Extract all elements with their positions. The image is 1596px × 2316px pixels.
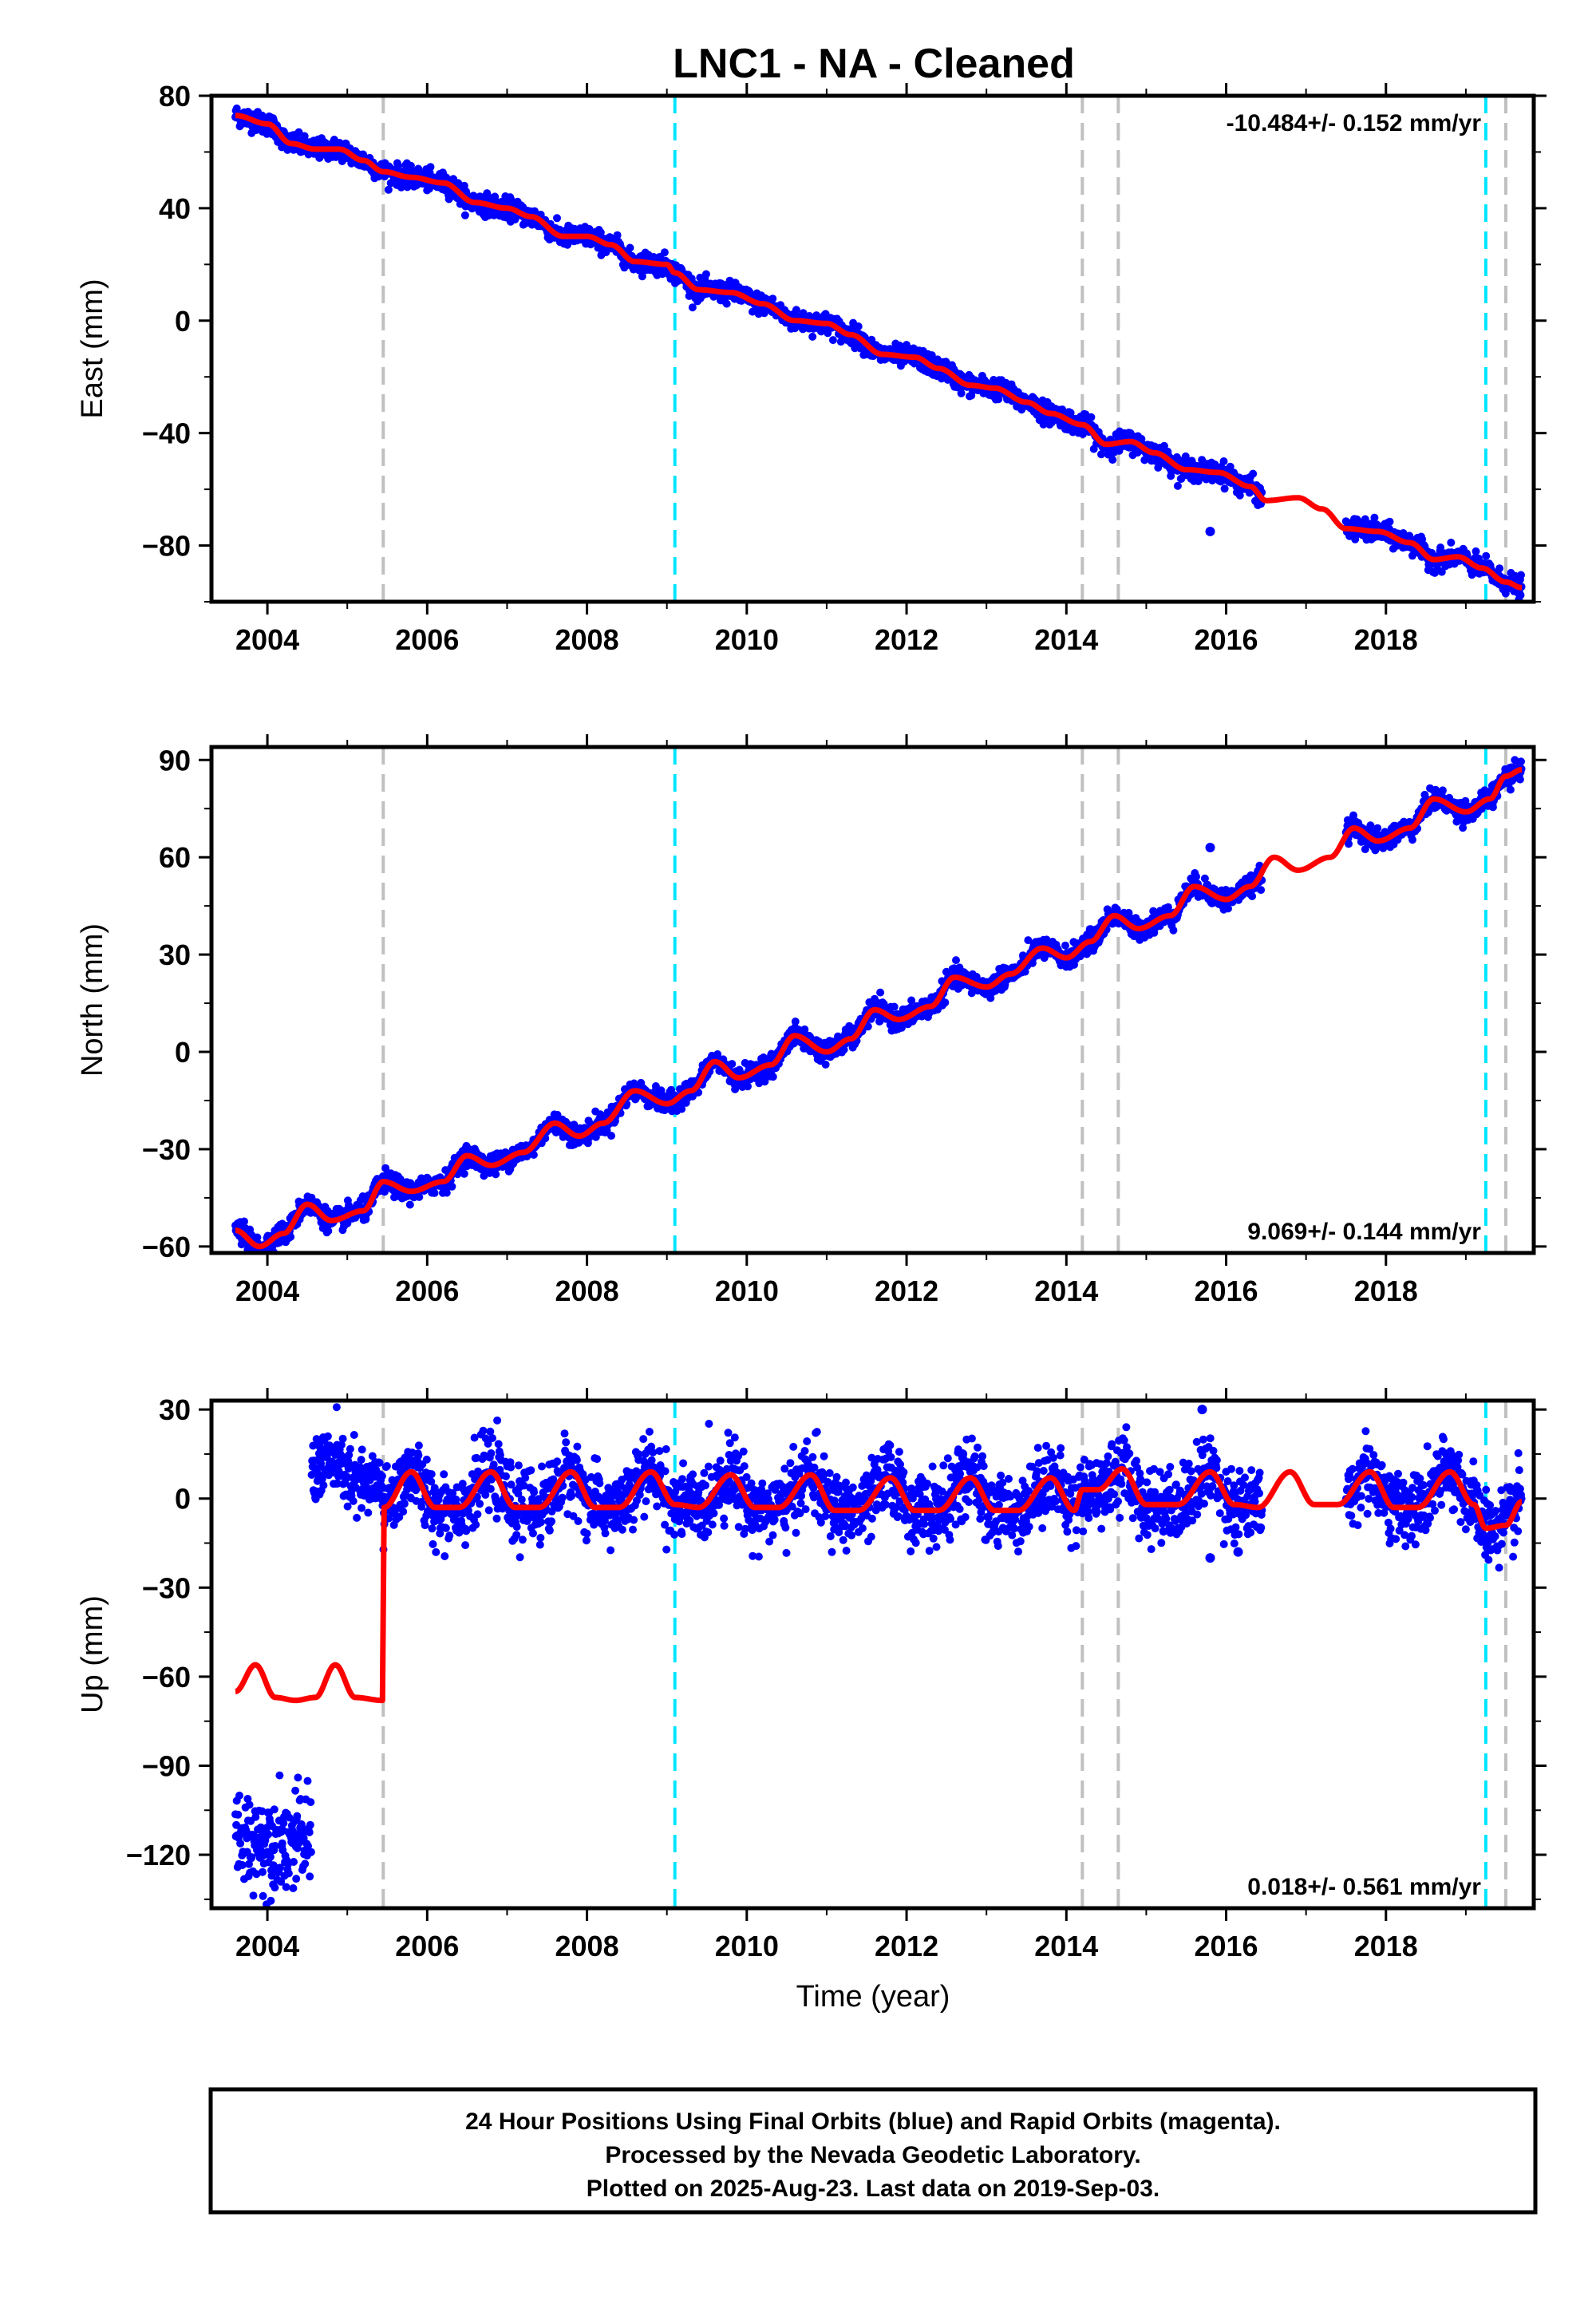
model-curve-east bbox=[233, 113, 1524, 591]
data-point bbox=[1495, 564, 1504, 573]
data-point bbox=[728, 1060, 737, 1069]
data-point bbox=[240, 1217, 248, 1226]
data-point bbox=[1482, 551, 1491, 560]
data-point bbox=[768, 1073, 777, 1081]
data-point bbox=[808, 332, 817, 341]
y-axis-label: East (mm) bbox=[76, 279, 109, 418]
data-point bbox=[381, 1164, 390, 1172]
data-point bbox=[828, 336, 837, 345]
data-point bbox=[941, 998, 950, 1007]
data-point bbox=[927, 351, 936, 360]
x-tick-label: 2010 bbox=[715, 623, 779, 656]
data-point bbox=[660, 248, 669, 257]
data-point bbox=[460, 211, 469, 219]
data-point bbox=[791, 1018, 800, 1026]
y-tick-label: 0 bbox=[175, 305, 191, 338]
data-point bbox=[1169, 926, 1178, 935]
panel-east: 80 40 0 −40 −80 2004 2006 2008 2010 2012 2014 2016 2… bbox=[76, 80, 1547, 656]
data-point bbox=[1097, 450, 1105, 459]
plot-area-north bbox=[231, 747, 1526, 1253]
x-tick-label: 2012 bbox=[875, 623, 938, 656]
data-point bbox=[626, 243, 634, 252]
data-point bbox=[1516, 591, 1525, 599]
data-point bbox=[286, 1232, 295, 1241]
data-point bbox=[792, 306, 800, 314]
data-point bbox=[1249, 469, 1258, 478]
data-point bbox=[1219, 457, 1228, 465]
data-point bbox=[821, 1060, 830, 1069]
data-point bbox=[426, 163, 435, 172]
data-point bbox=[448, 1182, 456, 1191]
y-tick-label: 80 bbox=[159, 80, 191, 113]
data-point bbox=[1385, 517, 1394, 526]
data-point bbox=[620, 263, 629, 272]
data-point bbox=[405, 1200, 414, 1209]
data-point bbox=[876, 988, 885, 997]
x-tick-label: 2006 bbox=[395, 623, 459, 656]
data-point bbox=[324, 1227, 333, 1235]
data-points-north bbox=[231, 756, 1526, 1253]
data-point bbox=[854, 322, 863, 330]
data-point bbox=[1108, 456, 1117, 464]
data-point bbox=[403, 183, 412, 192]
data-point bbox=[430, 1188, 439, 1197]
data-point bbox=[722, 299, 731, 308]
data-point bbox=[1061, 941, 1069, 950]
x-tick-label: 2018 bbox=[1354, 623, 1418, 656]
data-point bbox=[607, 1132, 615, 1140]
data-point bbox=[1235, 491, 1244, 500]
data-point bbox=[1220, 484, 1229, 493]
data-point bbox=[1436, 543, 1445, 551]
y-tick-label: −40 bbox=[142, 417, 191, 450]
data-point bbox=[444, 195, 453, 204]
data-point bbox=[638, 272, 646, 281]
data-point bbox=[994, 395, 1003, 404]
data-point bbox=[1226, 462, 1235, 471]
data-point bbox=[1137, 435, 1146, 443]
data-point bbox=[1039, 420, 1048, 429]
velocity-label: -10.484+/- 0.152 mm/yr bbox=[1227, 110, 1482, 136]
x-tick-label: 2014 bbox=[1034, 623, 1098, 656]
outlier-point bbox=[1205, 526, 1215, 536]
x-tick-label: 2008 bbox=[555, 623, 619, 656]
y-tick-label: −80 bbox=[142, 530, 191, 563]
data-point bbox=[613, 231, 622, 239]
data-point bbox=[1517, 571, 1525, 579]
chart-title: LNC1 - NA - Cleaned bbox=[673, 41, 1075, 87]
data-point bbox=[425, 184, 433, 193]
y-tick-label: 40 bbox=[159, 192, 191, 225]
data-point bbox=[768, 294, 777, 303]
data-point bbox=[1370, 513, 1379, 522]
x-tick-label: 2016 bbox=[1194, 623, 1258, 656]
data-point bbox=[744, 1082, 752, 1091]
data-point bbox=[1173, 481, 1182, 490]
data-point bbox=[957, 389, 966, 397]
data-point bbox=[952, 956, 960, 965]
data-point bbox=[529, 1151, 538, 1159]
data-point bbox=[1447, 538, 1456, 547]
plot-frame-east bbox=[209, 93, 1536, 604]
data-point bbox=[553, 214, 561, 223]
data-point bbox=[384, 185, 393, 194]
data-point bbox=[300, 132, 309, 140]
data-point bbox=[890, 1002, 899, 1011]
data-point bbox=[294, 128, 303, 136]
data-point bbox=[1087, 413, 1096, 421]
x-tick-label: 2004 bbox=[235, 623, 299, 656]
plot-area-east bbox=[231, 96, 1526, 602]
data-point bbox=[1472, 547, 1480, 555]
data-point bbox=[460, 1169, 468, 1178]
data-point bbox=[688, 303, 697, 312]
data-point bbox=[701, 270, 710, 279]
